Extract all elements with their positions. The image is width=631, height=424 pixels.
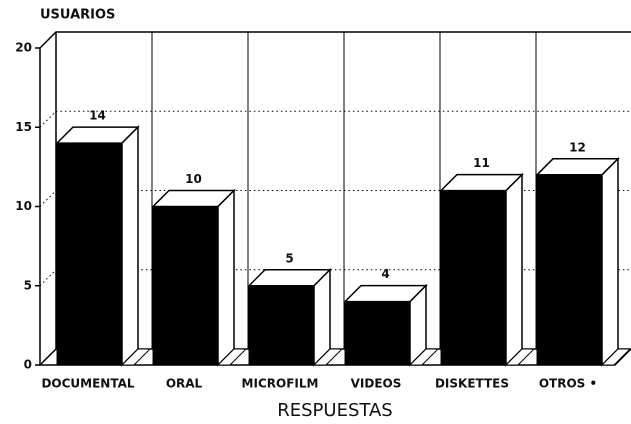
grid-line [39,348,631,366]
data-label: 12 [569,140,586,154]
grid-line [39,269,631,287]
bar-shadow [216,348,248,366]
bar [56,142,123,366]
data-label: 11 [473,156,490,170]
bar [440,190,507,366]
x-tick-label: OTROS • [539,377,597,391]
bar-shadow [312,348,344,366]
data-label: 10 [185,172,202,186]
bar-side [505,172,523,367]
x-tick-label: VIDEOS [351,377,402,391]
grid-line [39,190,631,207]
y-tick-label: 10 [15,199,32,213]
x-axis-title: RESPUESTAS [277,400,392,421]
x-tick-label: MICROFILM [242,377,319,391]
bar [152,206,219,366]
y-tick-label: 15 [15,120,32,134]
floor [38,348,631,366]
bar-shadow [120,348,152,366]
y-tick-label: 0 [24,358,32,372]
bar [536,174,603,366]
x-tick-label: ORAL [166,377,203,391]
bar-shadow [408,348,440,366]
bar-side [217,188,235,367]
grid-line [39,110,631,128]
grid-line [39,31,631,49]
bar-side [601,156,619,367]
y-tick-label: 20 [15,41,32,55]
x-tick-label: DOCUMENTAL [41,377,134,391]
bar [248,285,315,366]
x-tick-label: DISKETTES [435,377,509,391]
data-label: 14 [89,109,106,123]
data-label: 5 [285,251,293,265]
y-axis-title: USUARIOS [40,8,115,23]
bar-side [121,125,139,367]
bar-shadow [600,348,631,366]
y-tick-label: 5 [24,278,32,292]
bar [344,301,411,366]
data-label: 4 [381,267,389,281]
bar-shadow [504,348,536,366]
